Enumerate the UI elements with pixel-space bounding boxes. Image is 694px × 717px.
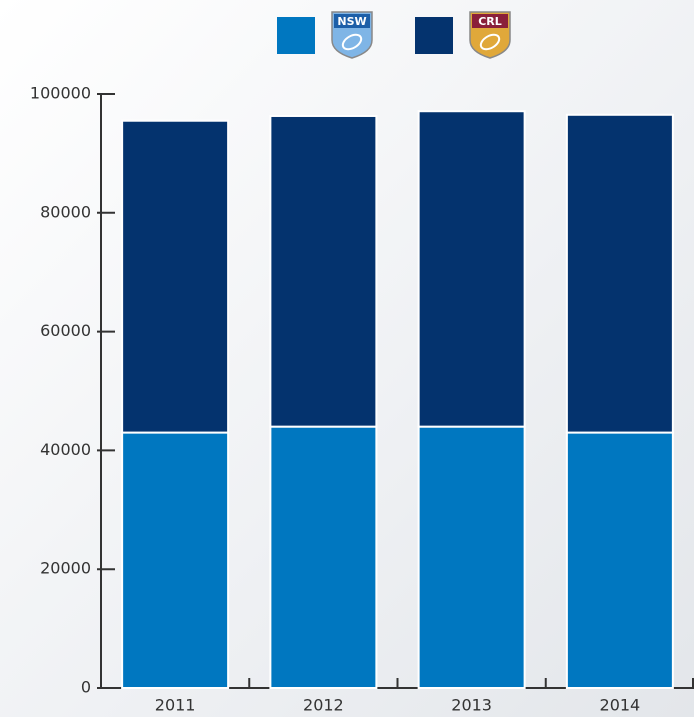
legend-badge: NSW (331, 11, 373, 59)
badge-band (472, 14, 508, 28)
x-tick-label: 2011 (155, 696, 196, 715)
badge-ball (341, 33, 363, 51)
x-tick-label: 2013 (451, 696, 492, 715)
legend-badge: CRL (469, 11, 511, 59)
legend-swatch (415, 17, 453, 54)
y-tick-label: 0 (81, 678, 91, 697)
y-tick-label: 20000 (40, 559, 91, 578)
legend-swatch (277, 17, 315, 54)
bar-segment (417, 425, 526, 689)
y-tick-label: 80000 (40, 202, 91, 221)
bar-segment (121, 119, 230, 434)
x-tick-label: 2012 (303, 696, 344, 715)
bar-segment (565, 113, 674, 434)
bar-segment (269, 425, 378, 689)
legend-label: CRL (478, 15, 502, 28)
y-tick-label: 100000 (30, 84, 91, 103)
bar-segment (565, 431, 674, 689)
y-tick-label: 60000 (40, 321, 91, 340)
legend: NSW CRL (277, 11, 511, 59)
badge-band (334, 14, 370, 28)
y-tick-label: 40000 (40, 440, 91, 459)
x-tick-label: 2014 (600, 696, 641, 715)
plot: 0 20000 40000 60000 80000 100000 2011 2012 2013 2… (30, 84, 694, 715)
legend-label: NSW (337, 15, 366, 28)
bar-segment (269, 114, 378, 428)
badge-ball (479, 33, 501, 51)
bar-segment (417, 110, 526, 428)
bar-segment (121, 431, 230, 689)
